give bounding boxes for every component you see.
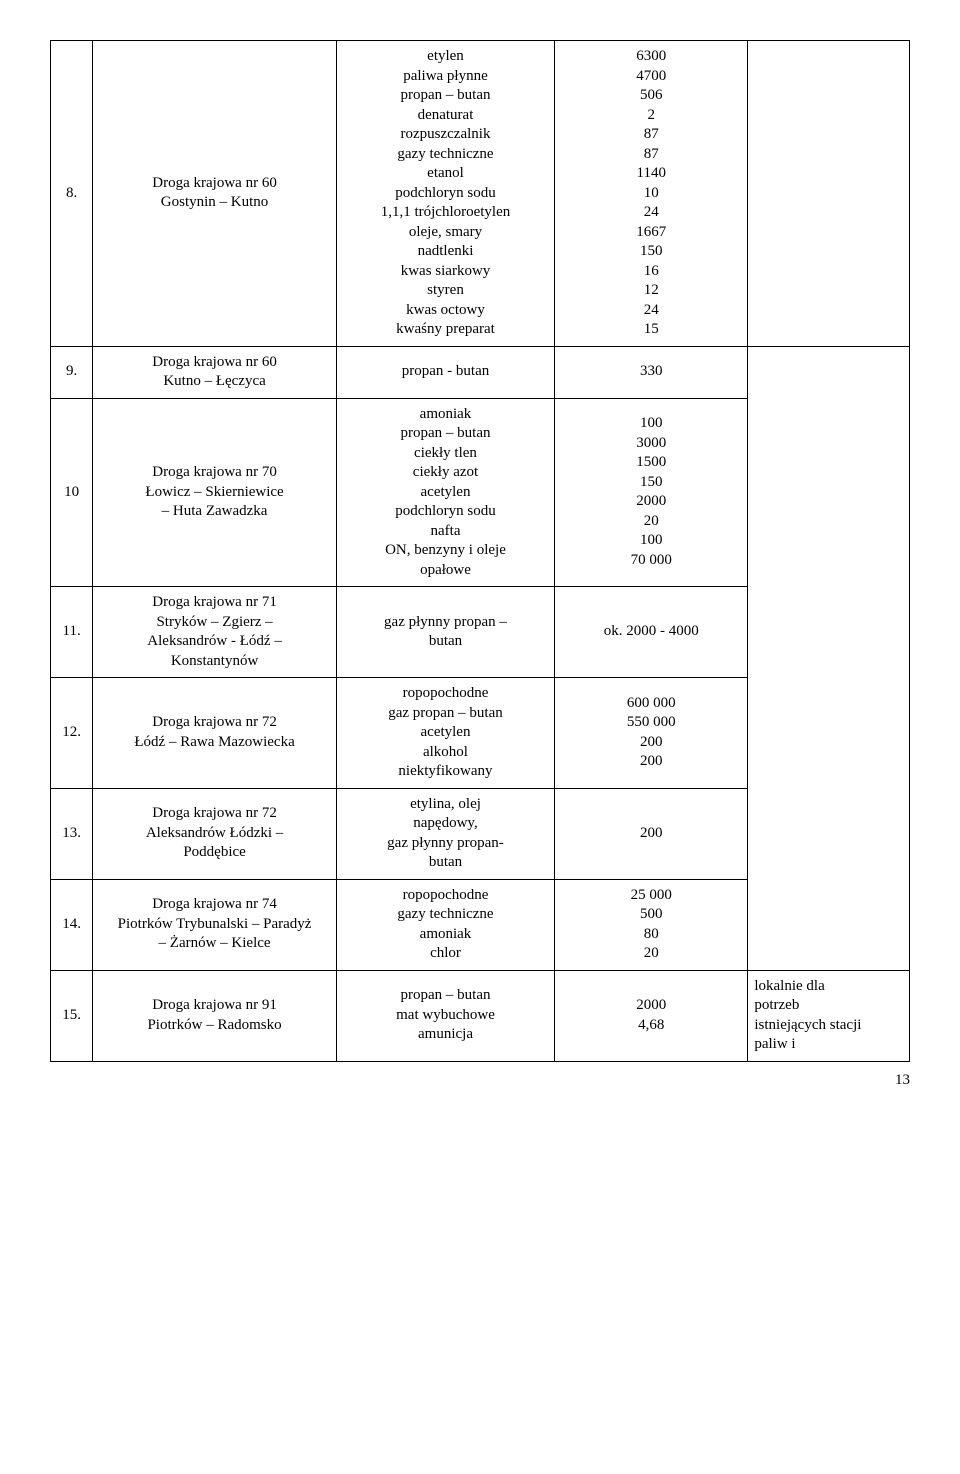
row-values: 330 [555,346,748,398]
row-index: 15. [51,970,93,1061]
row-values: 25 000 500 80 20 [555,879,748,970]
row-route: Droga krajowa nr 70 Łowicz – Skierniewic… [93,398,337,587]
row-route: Droga krajowa nr 72 Łódź – Rawa Mazowiec… [93,678,337,789]
row-substances: etylina, olej napędowy, gaz płynny propa… [336,788,554,879]
row-substances: gaz płynny propan – butan [336,587,554,678]
row-note: lokalnie dla potrzeb istniejących stacji… [748,970,910,1061]
row-index: 12. [51,678,93,789]
row-values: ok. 2000 - 4000 [555,587,748,678]
row-values: 200 [555,788,748,879]
row-values: 2000 4,68 [555,970,748,1061]
row-route: Droga krajowa nr 71 Stryków – Zgierz – A… [93,587,337,678]
row-index: 8. [51,41,93,347]
row-route: Droga krajowa nr 72 Aleksandrów Łódzki –… [93,788,337,879]
row-substances: ropopochodne gazy techniczne amoniak chl… [336,879,554,970]
row-substances: propan – butan mat wybuchowe amunicja [336,970,554,1061]
table-row: 15.Droga krajowa nr 91 Piotrków – Radoms… [51,970,910,1061]
row-substances: etylen paliwa płynne propan – butan dena… [336,41,554,347]
row-index: 14. [51,879,93,970]
row-substances: amoniak propan – butan ciekły tlen ciekł… [336,398,554,587]
row-values: 600 000 550 000 200 200 [555,678,748,789]
row-route: Droga krajowa nr 60 Kutno – Łęczyca [93,346,337,398]
row-route: Droga krajowa nr 74 Piotrków Trybunalski… [93,879,337,970]
main-table: 8.Droga krajowa nr 60 Gostynin – Kutnoet… [50,40,910,1062]
row-index: 10 [51,398,93,587]
row-substances: propan - butan [336,346,554,398]
row-note [748,41,910,347]
table-row: 9.Droga krajowa nr 60 Kutno – Łęczycapro… [51,346,910,398]
row-index: 9. [51,346,93,398]
row-values: 6300 4700 506 2 87 87 1140 10 24 1667 15… [555,41,748,347]
table-row: 8.Droga krajowa nr 60 Gostynin – Kutnoet… [51,41,910,347]
page-number: 13 [50,1072,910,1089]
row-note [748,346,910,970]
row-substances: ropopochodne gaz propan – butan acetylen… [336,678,554,789]
row-index: 11. [51,587,93,678]
row-index: 13. [51,788,93,879]
row-values: 100 3000 1500 150 2000 20 100 70 000 [555,398,748,587]
row-route: Droga krajowa nr 91 Piotrków – Radomsko [93,970,337,1061]
row-route: Droga krajowa nr 60 Gostynin – Kutno [93,41,337,347]
